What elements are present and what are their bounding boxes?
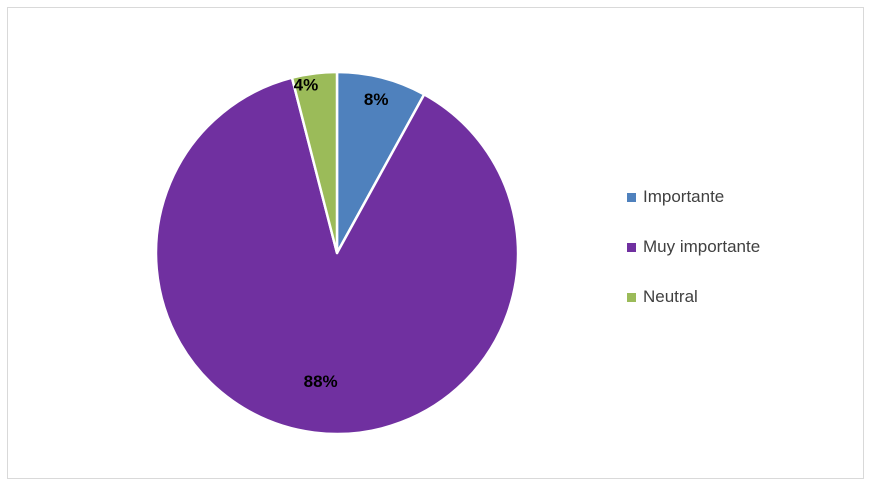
legend-swatch-importante (627, 192, 636, 202)
data-label-muy-importante: 88% (304, 372, 338, 391)
legend-item-muy-importante: Muy importante (627, 234, 760, 260)
legend-label-importante: Importante (643, 187, 725, 206)
legend-swatch-neutral (627, 292, 636, 302)
legend-swatch-muy-importante (627, 242, 636, 252)
pie-slice-muy-importante (154, 76, 520, 436)
legend-item-importante: Importante (627, 184, 760, 210)
legend-item-neutral: Neutral (627, 284, 760, 310)
legend: Importante Muy importante Neutral (627, 184, 760, 334)
pie-slice-importante (335, 70, 426, 255)
pie-slice-neutral (290, 70, 339, 255)
data-label-neutral: 4% (294, 75, 319, 94)
data-label-importante: 8% (364, 90, 389, 109)
legend-label-muy-importante: Muy importante (643, 237, 761, 256)
legend-label-neutral: Neutral (643, 287, 698, 306)
